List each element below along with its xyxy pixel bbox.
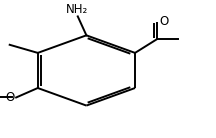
Text: O: O bbox=[160, 15, 169, 28]
Text: NH₂: NH₂ bbox=[65, 3, 88, 16]
Text: O: O bbox=[6, 91, 15, 104]
